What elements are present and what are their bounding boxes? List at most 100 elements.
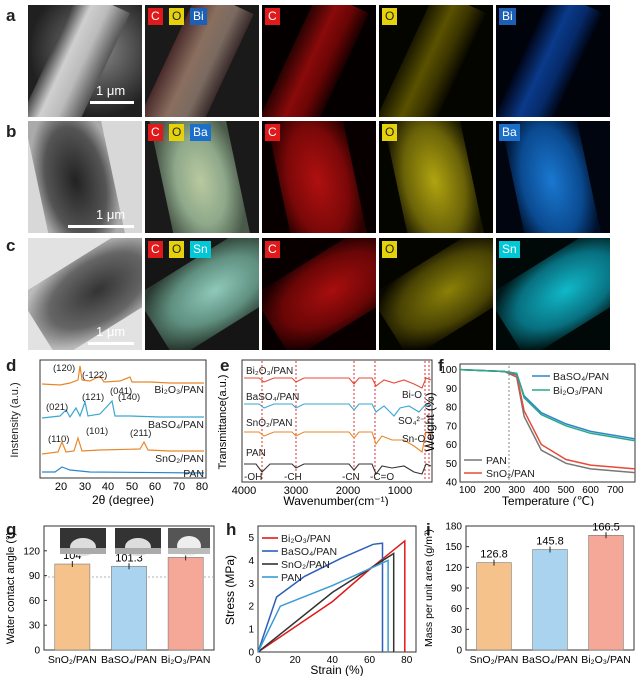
xrd-series-label: SnO₂/PAN xyxy=(155,453,204,465)
tag-o: O xyxy=(169,8,185,25)
xrd-peak-labels: (120) (-122) (041) (021) (121) (140) (11… xyxy=(46,363,151,445)
tag-metal: Bi xyxy=(190,8,207,25)
ftir-trace-pan xyxy=(244,463,432,476)
tga-xtick: 600 xyxy=(582,485,599,496)
ftir-xtick: 2000 xyxy=(336,485,360,497)
xrd-xlabel: 2θ (degree) xyxy=(92,493,154,506)
stress-legend-item: Bi₂O₃/PAN xyxy=(281,533,331,545)
ftir-xlabel: Wavenumber(cm⁻¹) xyxy=(283,494,388,506)
mass-category: Bi₂O₃/PAN xyxy=(581,654,631,666)
scale-bar-label: 1 μm xyxy=(96,207,126,222)
mass-bar xyxy=(532,549,568,651)
ftir-band-label: -CN xyxy=(342,472,360,483)
ftir-annotation: Bi-O xyxy=(402,390,422,401)
xrd-trace-pan xyxy=(42,466,205,474)
mass-ylabel: Mass per unit area (g/m²) xyxy=(423,529,435,647)
tem-image-c: 1 μm xyxy=(28,238,142,350)
ftir-band-lines xyxy=(261,361,430,481)
ftir-band-label: -OH xyxy=(244,472,262,483)
tem-image-b: 1 μm xyxy=(28,121,142,233)
stress-legend-item: SnO₂/PAN xyxy=(281,559,330,571)
xrd-peak-label: (120) xyxy=(53,363,75,374)
droplet-insets xyxy=(60,528,210,556)
tga-xticks: 100 200 300 400 500 600 700 xyxy=(459,485,624,496)
panel-label-i: i xyxy=(426,520,431,539)
tag-o: O xyxy=(169,124,185,141)
stress-xlabel: Strain (%) xyxy=(310,663,363,676)
tag-o: O xyxy=(169,241,185,258)
contact-ytick: 30 xyxy=(29,621,41,632)
tga-legend-item: BaSO₄/PAN xyxy=(553,371,609,383)
xrd-peak-label: (021) xyxy=(46,402,68,413)
tga-legend-item: Bi₂O₃/PAN xyxy=(553,385,603,397)
stress-ytick: 3 xyxy=(248,579,254,590)
mass-ytick: 30 xyxy=(451,625,463,636)
xrd-series-labels: Bi₂O₃/PAN BaSO₄/PAN SnO₂/PAN PAN xyxy=(148,384,204,480)
ftir-ylabel: Transmittance(a.u.) xyxy=(217,375,229,470)
xrd-xtick: 50 xyxy=(126,481,138,493)
stress-yticks: 0 1 2 3 4 5 xyxy=(248,533,254,659)
ftir-series-label: SnO₂/PAN xyxy=(246,418,293,429)
tga-yticks: 100 90 80 70 60 50 40 xyxy=(440,365,457,488)
tga-xtick: 300 xyxy=(508,485,525,496)
stress-series xyxy=(257,552,395,653)
scale-bar-label: 1 μm xyxy=(96,324,126,339)
stress-ytick: 4 xyxy=(248,556,254,567)
xrd-peak-label: (140) xyxy=(118,392,140,403)
xrd-series-label: PAN xyxy=(183,468,204,480)
stress-ytick: 5 xyxy=(248,533,254,544)
tga-legend-item: PAN xyxy=(486,455,507,467)
scale-bar xyxy=(68,225,134,228)
ftir-chart: Transmittance(a.u.) 4000 3000 2000 1000 … xyxy=(217,359,433,506)
stress-xtick: 20 xyxy=(290,655,302,666)
mass-value-label: 126.8 xyxy=(480,549,508,561)
ftir-series-label: PAN xyxy=(246,448,266,459)
stress-ytick: 2 xyxy=(248,602,254,613)
xrd-xtick: 40 xyxy=(102,481,114,493)
panel-label-d: d xyxy=(6,356,17,375)
tga-ytick: 70 xyxy=(446,421,458,432)
mass-bar xyxy=(588,534,624,651)
panel-label-h: h xyxy=(226,520,237,539)
oxygen-map-b: O xyxy=(379,121,493,233)
tag-c: C xyxy=(148,124,163,141)
tag-o: O xyxy=(382,241,398,258)
mass-ytick: 120 xyxy=(445,563,462,574)
panel-label-f: f xyxy=(438,356,444,375)
mass-bars: 126.8 145.8 166.5 xyxy=(476,521,624,651)
contact-bar xyxy=(54,563,91,651)
contact-categories: SnO₂/PAN BaSO₄/PAN Bi₂O₃/PAN xyxy=(48,654,211,666)
tem-image-a: 1 μm xyxy=(28,5,142,117)
metal-map-b: Ba xyxy=(496,121,610,233)
tag-o: O xyxy=(382,8,398,25)
panel-label-e: e xyxy=(220,356,230,375)
mass-categories: SnO₂/PAN BaSO₄/PAN Bi₂O₃/PAN xyxy=(470,654,631,666)
stress-lines xyxy=(257,539,406,653)
mass-category: SnO₂/PAN xyxy=(470,654,519,666)
stress-series xyxy=(257,542,384,653)
merged-map-b: C O Ba xyxy=(145,121,259,233)
xrd-peak-label: (121) xyxy=(82,392,104,403)
contact-ytick: 60 xyxy=(29,596,41,607)
contact-category: Bi₂O₃/PAN xyxy=(161,654,211,666)
stress-ytick: 0 xyxy=(248,648,254,659)
contact-ylabel: Water contact angle (°) xyxy=(5,532,17,644)
panel-label-a: a xyxy=(6,6,16,25)
stress-strain-chart: Stress (MPa) 0 1 2 3 4 5 0 20 40 60 80 Strain (%)… xyxy=(223,525,417,676)
stress-xtick: 60 xyxy=(364,655,376,666)
tga-ylabel: Weight (%) xyxy=(423,392,437,451)
scale-bar xyxy=(90,101,134,104)
mass-category: BaSO₄/PAN xyxy=(522,654,578,666)
xrd-peak-label: (101) xyxy=(86,426,108,437)
stress-legend: Bi₂O₃/PAN BaSO₄/PAN SnO₂/PAN PAN xyxy=(262,533,337,584)
panel-label-c: c xyxy=(6,236,16,255)
xrd-xtick: 60 xyxy=(149,481,161,493)
tag-c: C xyxy=(148,241,163,258)
xrd-xticks: 20 30 40 50 60 70 80 xyxy=(55,481,208,493)
xrd-xtick: 30 xyxy=(79,481,91,493)
contact-ytick: 0 xyxy=(34,646,40,657)
ftir-annotation: SO₄²⁻ xyxy=(398,416,425,427)
ftir-xtick: 4000 xyxy=(232,485,256,497)
tga-xtick: 100 xyxy=(459,485,476,496)
tga-ytick: 90 xyxy=(446,384,458,395)
